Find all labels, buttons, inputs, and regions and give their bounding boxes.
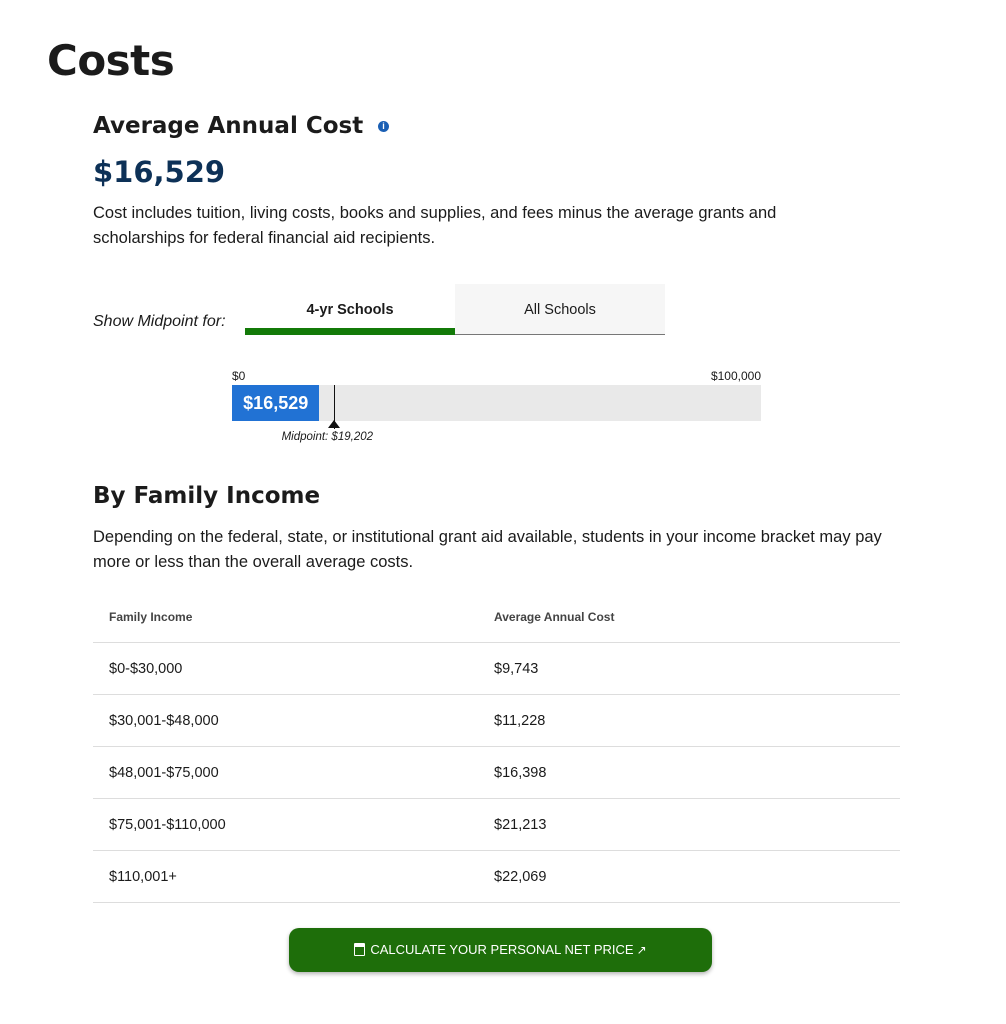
midpoint-label: Show Midpoint for: — [93, 313, 226, 330]
external-link-icon: ↗ — [636, 943, 647, 957]
tab-all-schools[interactable]: All Schools — [455, 284, 665, 335]
calculate-net-price-label: CALCULATE YOUR PERSONAL NET PRICE — [370, 942, 634, 957]
table-row: $30,001-$48,000 $11,228 — [93, 694, 900, 747]
cost-bar-track: $16,529 Midpoint: $19,202 — [232, 385, 761, 443]
family-income-cell: $48,001-$75,000 — [93, 746, 478, 799]
tab-4yr-schools[interactable]: 4-yr Schools — [245, 284, 455, 335]
table-row: $75,001-$110,000 $21,213 — [93, 798, 900, 851]
average-cost-cell: $16,398 — [478, 746, 900, 799]
table-row: $0-$30,000 $9,743 — [93, 642, 900, 695]
calculate-net-price-button[interactable]: CALCULATE YOUR PERSONAL NET PRICE ↗ — [289, 928, 712, 972]
avg-cost-description: Cost includes tuition, living costs, boo… — [93, 204, 777, 247]
avg-cost-value: $16,529 — [93, 155, 226, 189]
midpoint-value-label: Midpoint: $19,202 — [281, 431, 374, 443]
family-income-cell: $75,001-$110,000 — [93, 798, 478, 851]
calculator-icon — [354, 943, 366, 956]
table-row: $110,001+ $22,069 — [93, 850, 900, 903]
family-income-description: Depending on the federal, state, or inst… — [93, 528, 882, 571]
average-cost-cell: $11,228 — [478, 694, 900, 747]
page-title: Costs — [47, 36, 175, 85]
info-icon[interactable]: i — [378, 121, 389, 132]
cost-bar-fill: $16,529 — [232, 385, 320, 421]
average-cost-cell: $22,069 — [478, 850, 900, 903]
family-income-table: Family Income Average Annual Cost $0-$30… — [93, 592, 900, 903]
bar-max-label: $100,000 — [710, 369, 761, 383]
bar-min-label: $0 — [232, 369, 246, 383]
average-cost-cell: $21,213 — [478, 798, 900, 851]
midpoint-triangle-icon — [328, 420, 341, 428]
column-header-average-cost: Average Annual Cost — [478, 592, 900, 643]
avg-cost-heading: Average Annual Cost — [93, 113, 364, 139]
family-income-cell: $110,001+ — [93, 850, 478, 903]
table-row: $48,001-$75,000 $16,398 — [93, 746, 900, 799]
column-header-family-income: Family Income — [93, 592, 478, 643]
family-income-cell: $0-$30,000 — [93, 642, 478, 695]
family-income-heading: By Family Income — [93, 483, 321, 509]
midpoint-marker — [333, 385, 336, 429]
family-income-cell: $30,001-$48,000 — [93, 694, 478, 747]
average-cost-cell: $9,743 — [478, 642, 900, 695]
